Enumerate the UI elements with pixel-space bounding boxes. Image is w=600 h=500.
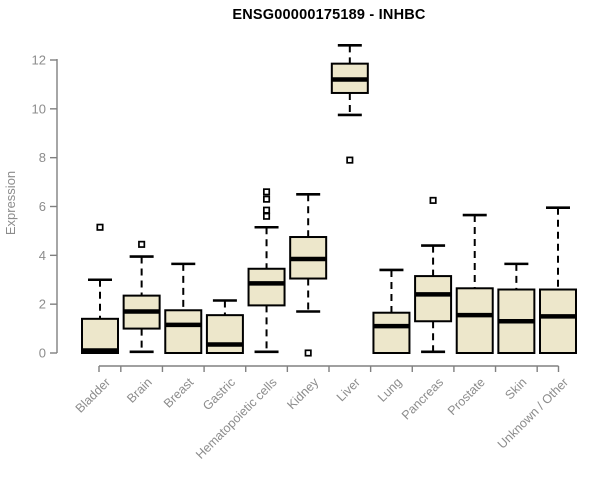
- y-tick-label: 4: [39, 248, 46, 263]
- chart-title: ENSG00000175189 - INHBC: [232, 7, 426, 23]
- box-liver: [330, 44, 369, 164]
- x-tick-label-gastric: Gastric: [200, 375, 238, 413]
- x-tick-label-lung: Lung: [375, 375, 405, 405]
- y-axis: 0 2 4 6 8 10 12 Expression: [3, 53, 58, 361]
- x-tick-label-liver: Liver: [334, 375, 363, 404]
- x-tick-label-breast: Breast: [161, 375, 197, 411]
- box-gastric: [205, 299, 244, 355]
- y-axis-title: Expression: [3, 171, 18, 235]
- x-tick-label-pancreas: Pancreas: [399, 375, 446, 422]
- x-tick-label-bladder: Bladder: [73, 375, 113, 415]
- y-tick-label: 8: [39, 150, 46, 165]
- iqr-box: [205, 314, 244, 355]
- box-pancreas: [414, 196, 453, 354]
- outlier-point: [262, 206, 271, 214]
- outlier-point: [96, 223, 104, 231]
- iqr-box: [81, 317, 119, 355]
- iqr-box: [372, 311, 411, 354]
- box-breast: [164, 262, 203, 355]
- iqr-box: [247, 267, 286, 307]
- box-kidney: [289, 192, 328, 357]
- box-brain: [122, 240, 161, 354]
- outlier-point: [262, 188, 271, 196]
- outlier-point: [262, 195, 271, 203]
- iqr-box: [164, 309, 203, 355]
- y-tick-label: 6: [39, 199, 46, 214]
- y-tick-label: 0: [39, 346, 46, 361]
- box-hematopoietic-cells: [247, 188, 286, 354]
- outlier-point: [346, 156, 354, 164]
- box-lung: [372, 268, 411, 354]
- outlier-point: [138, 240, 146, 248]
- box-skin: [497, 262, 536, 354]
- x-tick-label-unknown-other: Unknown / Other: [495, 375, 571, 451]
- iqr-box: [455, 287, 494, 355]
- box-unknown-other: [538, 206, 577, 354]
- x-tick-label-brain: Brain: [124, 375, 155, 406]
- outlier-point: [262, 212, 271, 220]
- iqr-box: [538, 288, 577, 354]
- outlier-point: [304, 349, 312, 357]
- x-tick-label-prostate: Prostate: [445, 375, 488, 418]
- x-tick-label-kidney: Kidney: [284, 375, 321, 412]
- x-tick-label-skin: Skin: [502, 375, 529, 402]
- x-tick-label-hematopoietic-cells: Hematopoietic cells: [193, 375, 280, 462]
- iqr-box: [414, 275, 453, 323]
- outlier-point: [429, 196, 437, 204]
- y-tick-label: 12: [32, 53, 46, 68]
- y-tick-label: 10: [32, 101, 46, 116]
- y-tick-label: 2: [39, 297, 46, 312]
- box-prostate: [455, 213, 494, 355]
- box-bladder: [81, 223, 119, 355]
